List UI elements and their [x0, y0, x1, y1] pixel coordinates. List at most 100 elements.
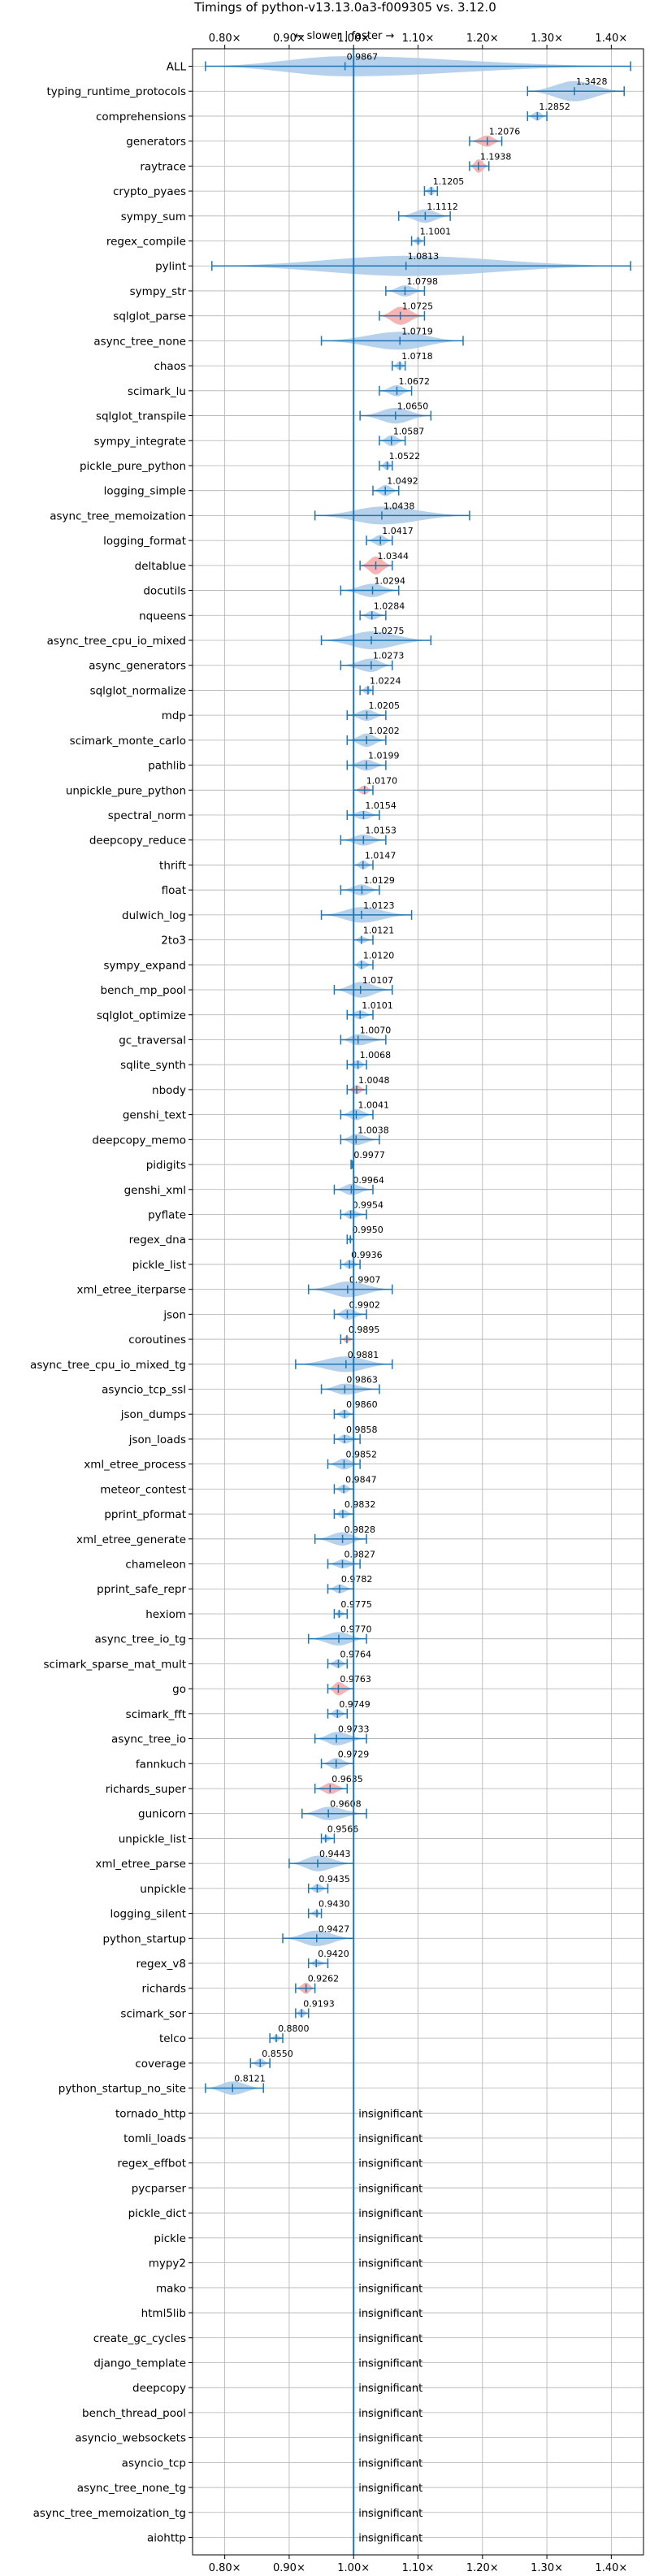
category-label: thrift: [159, 859, 186, 872]
x-tick-label-bottom: 0.90×: [273, 2562, 306, 2574]
category-label: scimark_fft: [126, 1708, 186, 1721]
value-label: 1.0650: [397, 401, 429, 412]
category-label: xml_etree_generate: [76, 1533, 186, 1546]
value-label: 1.0170: [366, 775, 398, 786]
insignificant-label: insignificant: [358, 2133, 422, 2145]
category-label: python_startup: [102, 1932, 186, 1945]
category-label: telco: [159, 2032, 186, 2045]
x-tick-label-top: 1.00×: [337, 33, 370, 45]
category-label: aiohttp: [147, 2531, 186, 2544]
value-label: 1.0199: [368, 751, 400, 761]
category-label: chaos: [154, 360, 186, 373]
value-label: 1.0147: [365, 850, 396, 861]
category-label: asyncio_websockets: [75, 2432, 186, 2445]
category-label: deepcopy_memo: [92, 1134, 186, 1147]
category-label: mdp: [162, 709, 186, 722]
value-label: 0.9764: [340, 1649, 372, 1659]
category-label: go: [172, 1683, 186, 1696]
insignificant-label: insignificant: [358, 2108, 422, 2120]
value-label: 1.0284: [374, 601, 405, 611]
category-label: unpickle: [140, 1883, 186, 1896]
category-label: coverage: [135, 2058, 186, 2071]
value-label: 0.8121: [234, 2074, 266, 2084]
category-label: logging_silent: [110, 1908, 186, 1921]
category-label: unpickle_pure_python: [66, 784, 186, 797]
value-label: 0.9193: [303, 1998, 335, 2009]
value-label: 1.2852: [539, 102, 570, 112]
x-tick-label-top: 0.80×: [209, 33, 241, 45]
category-label: regex_compile: [106, 236, 186, 249]
category-label: sqlglot_transpile: [96, 410, 186, 423]
value-label: 1.0224: [370, 675, 401, 686]
value-label: 1.0129: [363, 875, 395, 886]
value-label: 0.9749: [339, 1699, 370, 1710]
category-label: comprehensions: [96, 111, 186, 124]
x-tick-label-bottom: 0.80×: [209, 2562, 241, 2574]
category-label: async_tree_cpu_io_mixed: [47, 635, 186, 648]
value-label: 1.0123: [363, 900, 395, 911]
value-label: 0.9435: [318, 1874, 350, 1884]
category-label: pickle_dict: [128, 2207, 186, 2220]
value-label: 0.9770: [340, 1624, 372, 1635]
insignificant-label: insignificant: [358, 2408, 422, 2420]
value-label: 0.9977: [353, 1150, 385, 1160]
category-label: gc_traversal: [119, 1034, 186, 1047]
category-label: python_startup_no_site: [58, 2083, 186, 2096]
category-label: mypy2: [149, 2257, 186, 2270]
category-label: sqlglot_optimize: [97, 1009, 186, 1022]
value-label: 1.0202: [368, 726, 400, 736]
value-label: 0.9763: [340, 1674, 371, 1685]
value-label: 0.9827: [344, 1550, 375, 1560]
value-label: 0.9847: [345, 1474, 377, 1485]
category-label: crypto_pyaes: [113, 185, 186, 198]
value-label: 1.0725: [402, 301, 433, 312]
value-label: 1.0587: [393, 426, 425, 436]
value-label: 0.9863: [346, 1375, 378, 1386]
x-tick-label-bottom: 1.00×: [337, 2562, 370, 2574]
value-label: 1.0718: [401, 351, 433, 362]
category-label: 2to3: [161, 935, 186, 948]
category-label: hexiom: [145, 1608, 186, 1621]
category-label: spectral_norm: [108, 809, 186, 822]
value-label: 1.0154: [365, 800, 396, 811]
insignificant-label: insignificant: [358, 2258, 422, 2270]
axes: 0.80× 0.80× 0.90× 0.90× 1.00× 1.00× 1.10× 1.10×…: [188, 33, 644, 2574]
category-label: sympy_sum: [121, 210, 186, 223]
category-label: pickle: [154, 2232, 186, 2245]
category-label: richards_super: [106, 1783, 187, 1796]
category-label: pprint_safe_repr: [97, 1583, 186, 1596]
category-label: sqlglot_normalize: [90, 684, 186, 697]
insignificant-label: insignificant: [358, 2183, 422, 2195]
category-label: meteor_contest: [100, 1483, 186, 1496]
value-label: 0.8800: [278, 2023, 310, 2034]
value-label: 1.0068: [360, 1050, 392, 1060]
value-label: 1.3428: [576, 76, 608, 87]
value-label: 1.2076: [489, 127, 521, 137]
category-label: genshi_text: [123, 1109, 186, 1122]
x-tick-label-bottom: 1.10×: [402, 2562, 435, 2574]
category-label: logging_simple: [104, 485, 186, 498]
value-label: 0.9427: [318, 1923, 350, 1934]
value-label: 1.0273: [373, 651, 405, 661]
category-label: async_generators: [89, 660, 186, 673]
direction-label: ← slower | faster →: [295, 30, 395, 42]
category-label: sympy_str: [130, 285, 187, 298]
category-label: float: [162, 884, 186, 897]
category-label: async_tree_memoization_tg: [33, 2507, 186, 2520]
value-label: 0.9867: [347, 52, 379, 63]
category-label: async_tree_cpu_io_mixed_tg: [30, 1359, 186, 1372]
category-label: html5lib: [141, 2307, 186, 2320]
category-label: deltablue: [135, 560, 186, 573]
category-label: async_tree_memoization: [50, 510, 186, 523]
category-label: gunicorn: [138, 1808, 186, 1821]
value-label: 0.9936: [351, 1250, 383, 1260]
value-label: 1.0275: [373, 626, 405, 636]
insignificant-label: insignificant: [358, 2308, 422, 2320]
value-label: 0.9608: [330, 1799, 362, 1810]
value-label: 1.0719: [401, 326, 433, 336]
value-label: 0.9775: [340, 1599, 372, 1610]
category-label: coroutines: [128, 1334, 186, 1347]
chart-title: Timings of python-v13.13.0a3-f009305 vs.…: [193, 0, 496, 15]
category-label: scimark_sparse_mat_mult: [44, 1658, 186, 1671]
